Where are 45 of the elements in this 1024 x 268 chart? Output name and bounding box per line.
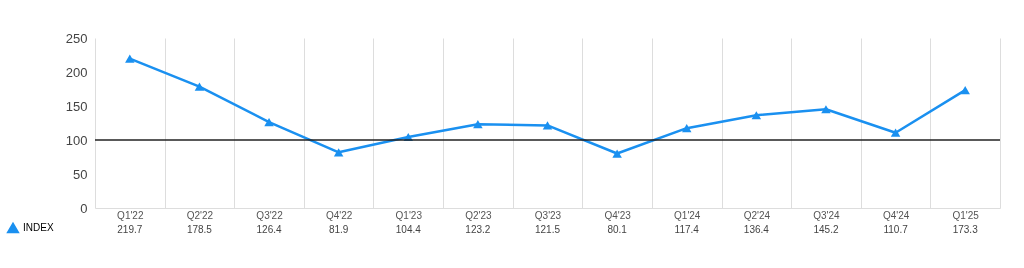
data-label: 81.9 <box>328 224 349 235</box>
point <box>333 148 344 157</box>
y-tick-label: 250 <box>65 30 88 46</box>
point <box>473 120 483 129</box>
x-tick-label: Q4'22 <box>325 209 353 221</box>
data-label: 126.4 <box>256 224 282 235</box>
data-label: 123.2 <box>465 224 491 235</box>
x-tick-label: Q2'22 <box>186 209 214 221</box>
x-tick-label: Q1'24 <box>674 209 701 221</box>
point <box>751 111 762 120</box>
data-label: 104.4 <box>395 224 422 235</box>
data-label: 117.4 <box>674 224 700 235</box>
y-tick-label: 50 <box>73 166 88 182</box>
x-tick-label: Q1'25 <box>952 209 980 221</box>
point <box>960 86 970 95</box>
point <box>264 117 274 127</box>
y-tick-label: 0 <box>80 200 88 216</box>
y-tick-label: 100 <box>65 132 88 148</box>
point <box>681 124 692 133</box>
x-tick-label: Q3'23 <box>534 209 562 221</box>
x-tick-label: Q2'24 <box>743 209 771 221</box>
data-label: 173.3 <box>952 224 979 235</box>
data-label: 219.7 <box>117 224 143 235</box>
point <box>194 82 205 91</box>
data-label: 110.7 <box>883 224 909 235</box>
x-tick-label: Q1'22 <box>117 209 144 221</box>
point <box>890 128 901 137</box>
y-tick-label: 150 <box>65 98 88 114</box>
x-tick-label: Q2'23 <box>465 209 493 221</box>
point <box>125 54 135 63</box>
point <box>821 105 831 114</box>
point <box>612 149 622 158</box>
legend-label: INDEX <box>23 222 54 233</box>
data-label: 80.1 <box>607 224 628 235</box>
data-label: 178.5 <box>186 224 213 235</box>
x-tick-label: Q4'23 <box>604 209 632 221</box>
data-label: 145.2 <box>813 224 839 235</box>
y-tick-label: 200 <box>65 64 88 80</box>
x-tick-label: Q4'24 <box>882 209 910 221</box>
data-label: 121.5 <box>534 224 561 235</box>
x-tick-label: Q3'22 <box>256 209 284 221</box>
data-label: 136.4 <box>743 224 770 235</box>
x-tick-label: Q3'24 <box>813 209 841 221</box>
point <box>542 121 553 130</box>
x-tick-label: Q1'23 <box>395 209 423 221</box>
